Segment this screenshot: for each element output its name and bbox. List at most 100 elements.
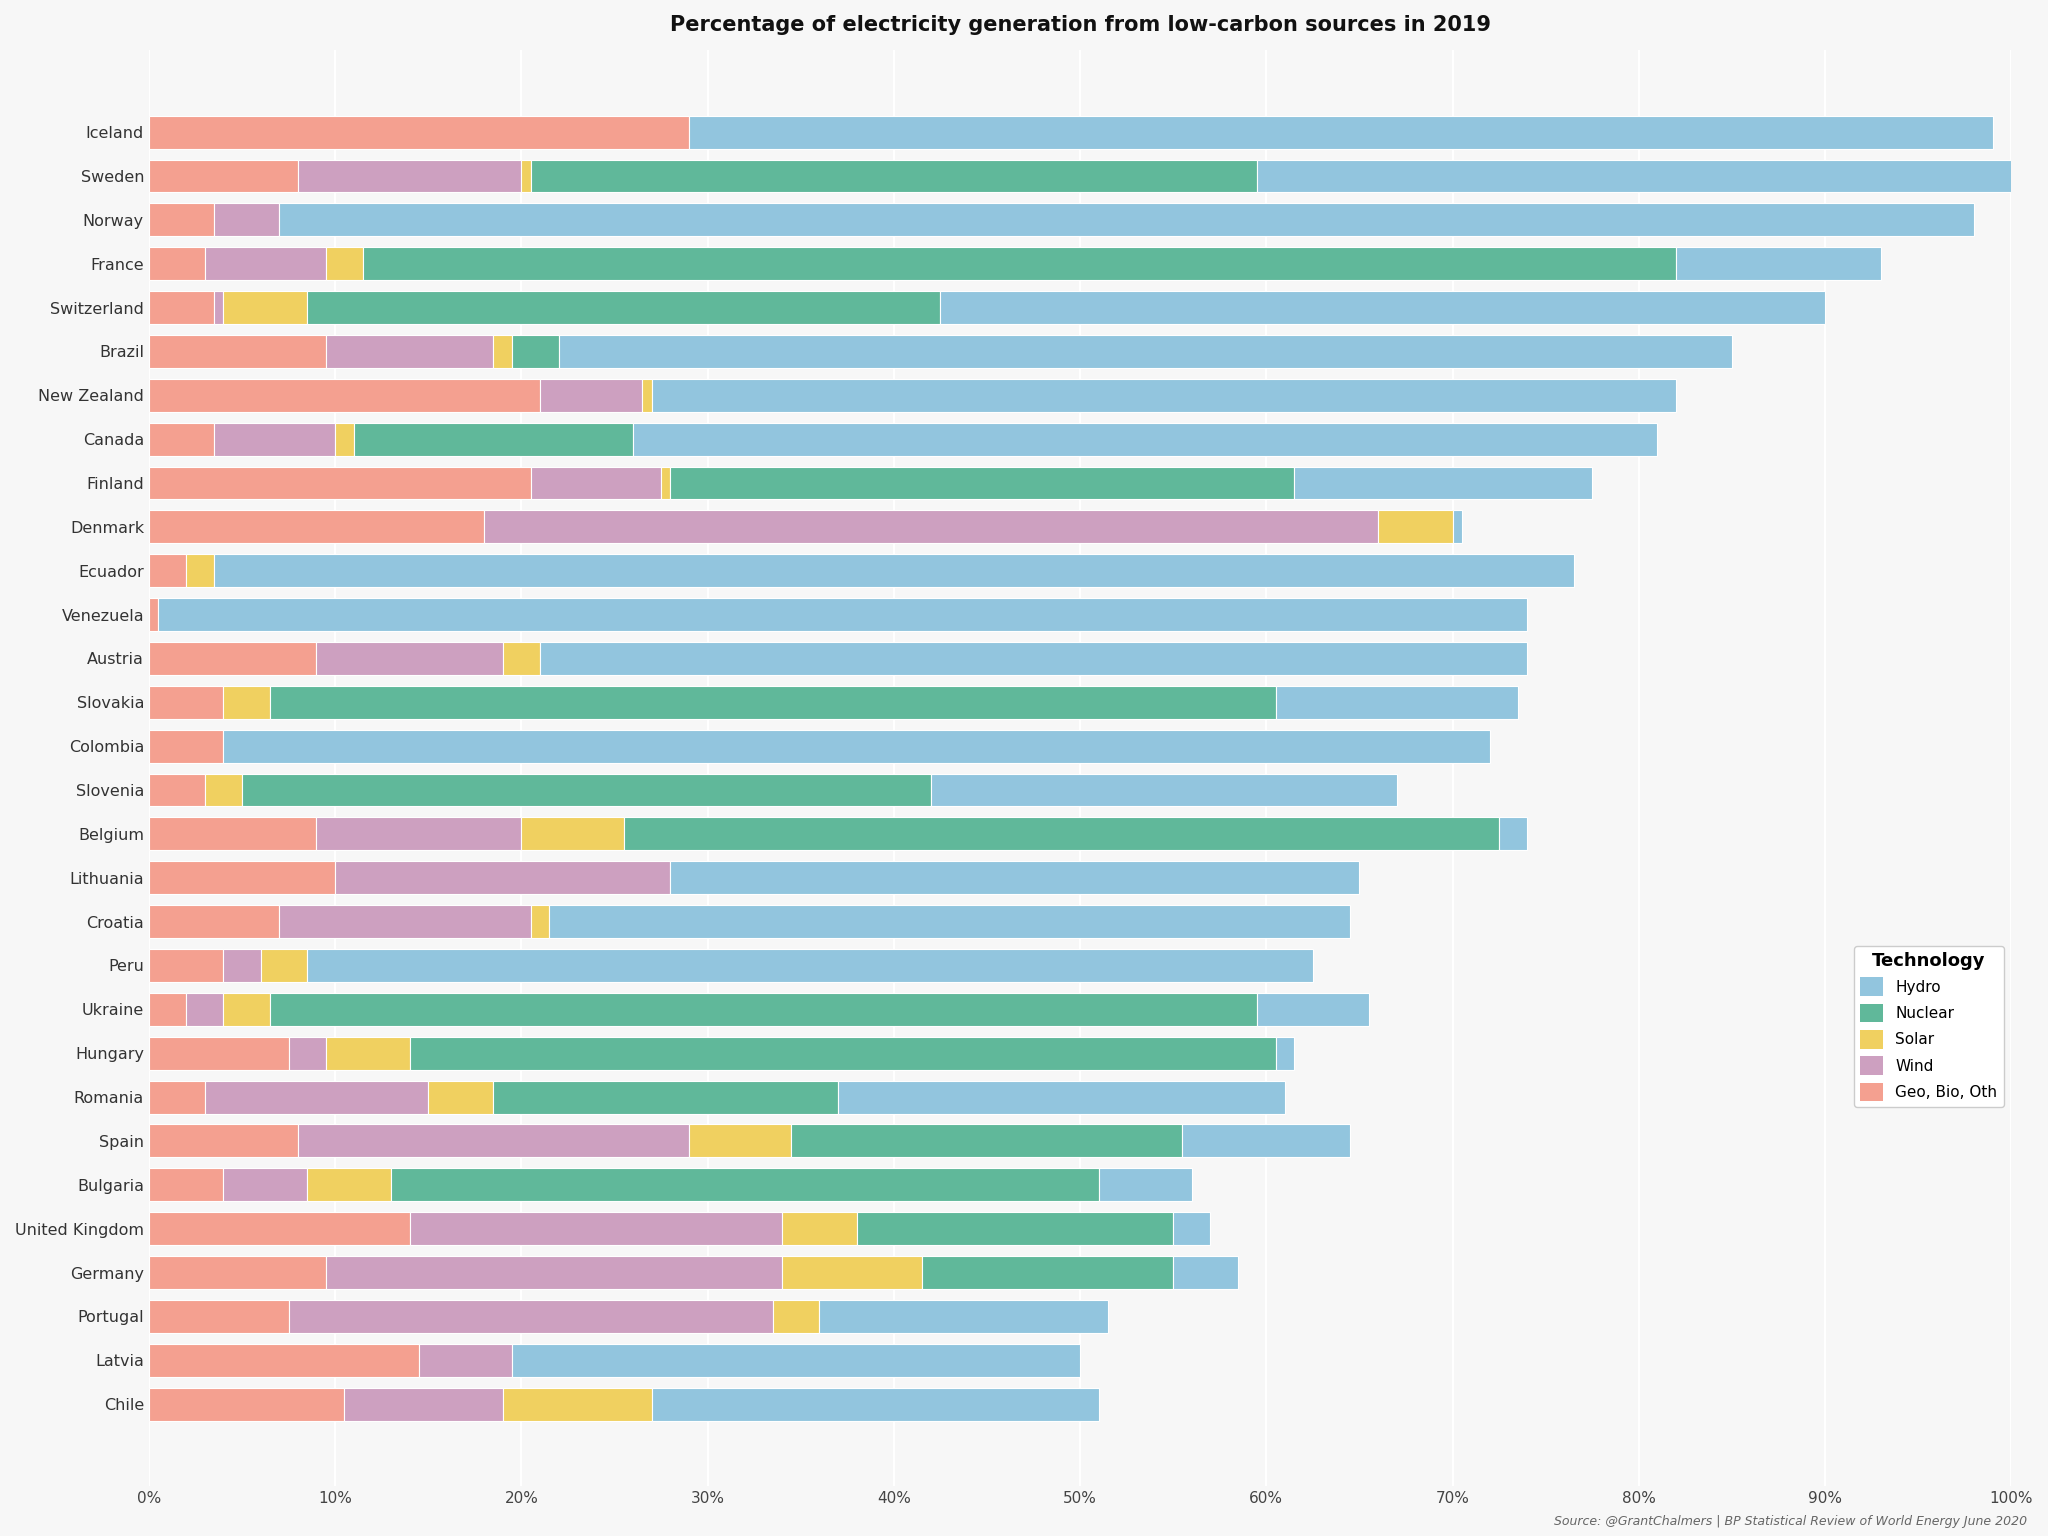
Bar <box>158 598 1528 631</box>
Bar <box>289 1299 772 1333</box>
Bar <box>150 1212 410 1246</box>
Bar <box>530 467 662 499</box>
Bar <box>643 379 651 412</box>
Bar <box>530 905 549 938</box>
Bar <box>1182 1124 1350 1157</box>
Bar <box>150 292 215 324</box>
Bar <box>336 422 354 456</box>
Bar <box>1294 467 1591 499</box>
Bar <box>662 467 670 499</box>
Bar <box>215 292 223 324</box>
Bar <box>688 1124 791 1157</box>
Bar <box>150 862 336 894</box>
Bar <box>1675 247 1880 280</box>
Bar <box>541 379 643 412</box>
Bar <box>326 1037 410 1069</box>
Bar <box>150 422 215 456</box>
Bar <box>1257 160 2021 192</box>
Bar <box>150 774 205 806</box>
Bar <box>420 1344 512 1376</box>
Bar <box>326 335 494 369</box>
Bar <box>1174 1212 1210 1246</box>
Bar <box>336 862 670 894</box>
Bar <box>289 1037 326 1069</box>
Bar <box>856 1212 1174 1246</box>
Bar <box>625 817 1499 851</box>
Bar <box>150 467 530 499</box>
Bar <box>494 1081 838 1114</box>
Bar <box>326 1256 782 1289</box>
Bar <box>150 642 317 674</box>
Bar <box>307 949 1313 982</box>
Bar <box>940 292 1825 324</box>
Bar <box>782 1256 922 1289</box>
Bar <box>150 1169 223 1201</box>
Bar <box>651 1387 1098 1421</box>
Bar <box>670 467 1294 499</box>
Bar <box>150 1387 344 1421</box>
Bar <box>410 1037 1276 1069</box>
Bar <box>186 554 215 587</box>
Bar <box>354 422 633 456</box>
Bar <box>651 379 1675 412</box>
Bar <box>549 905 1350 938</box>
Bar <box>242 774 932 806</box>
Bar <box>819 1299 1108 1333</box>
Bar <box>205 1081 428 1114</box>
Bar <box>530 160 1257 192</box>
Bar <box>1378 510 1452 544</box>
Bar <box>1098 1169 1192 1201</box>
Bar <box>670 862 1360 894</box>
Bar <box>512 335 559 369</box>
Bar <box>150 1124 297 1157</box>
Bar <box>223 1169 307 1201</box>
Bar <box>922 1256 1174 1289</box>
Bar <box>150 379 541 412</box>
Bar <box>150 554 186 587</box>
Bar <box>150 817 317 851</box>
Bar <box>633 422 1657 456</box>
Bar <box>502 642 541 674</box>
Bar <box>150 510 483 544</box>
Bar <box>791 1124 1182 1157</box>
Bar <box>150 160 297 192</box>
Bar <box>150 687 223 719</box>
Bar <box>326 247 362 280</box>
Bar <box>223 687 270 719</box>
Bar <box>1276 687 1518 719</box>
Bar <box>150 1037 289 1069</box>
Bar <box>150 247 205 280</box>
Bar <box>932 774 1397 806</box>
Bar <box>150 203 215 237</box>
Bar <box>223 992 270 1026</box>
Bar <box>297 160 522 192</box>
Bar <box>223 949 260 982</box>
Bar <box>494 335 512 369</box>
Bar <box>150 905 279 938</box>
Bar <box>1499 817 1528 851</box>
Bar <box>541 642 1528 674</box>
Bar <box>559 335 1733 369</box>
Bar <box>223 730 1489 763</box>
Bar <box>186 992 223 1026</box>
Bar <box>150 115 688 149</box>
Bar <box>502 1387 651 1421</box>
Bar <box>150 335 326 369</box>
Bar <box>317 817 522 851</box>
Bar <box>391 1169 1098 1201</box>
Bar <box>215 554 1573 587</box>
Bar <box>1257 992 1368 1026</box>
Bar <box>260 949 307 982</box>
Legend: Hydro, Nuclear, Solar, Wind, Geo, Bio, Oth: Hydro, Nuclear, Solar, Wind, Geo, Bio, O… <box>1853 946 2003 1107</box>
Bar <box>307 1169 391 1201</box>
Bar <box>512 1344 1079 1376</box>
Bar <box>270 687 1276 719</box>
Bar <box>150 730 223 763</box>
Bar <box>362 247 1675 280</box>
Bar <box>428 1081 494 1114</box>
Bar <box>1452 510 1462 544</box>
Bar <box>150 949 223 982</box>
Bar <box>150 1256 326 1289</box>
Bar <box>782 1212 856 1246</box>
Bar <box>483 510 1378 544</box>
